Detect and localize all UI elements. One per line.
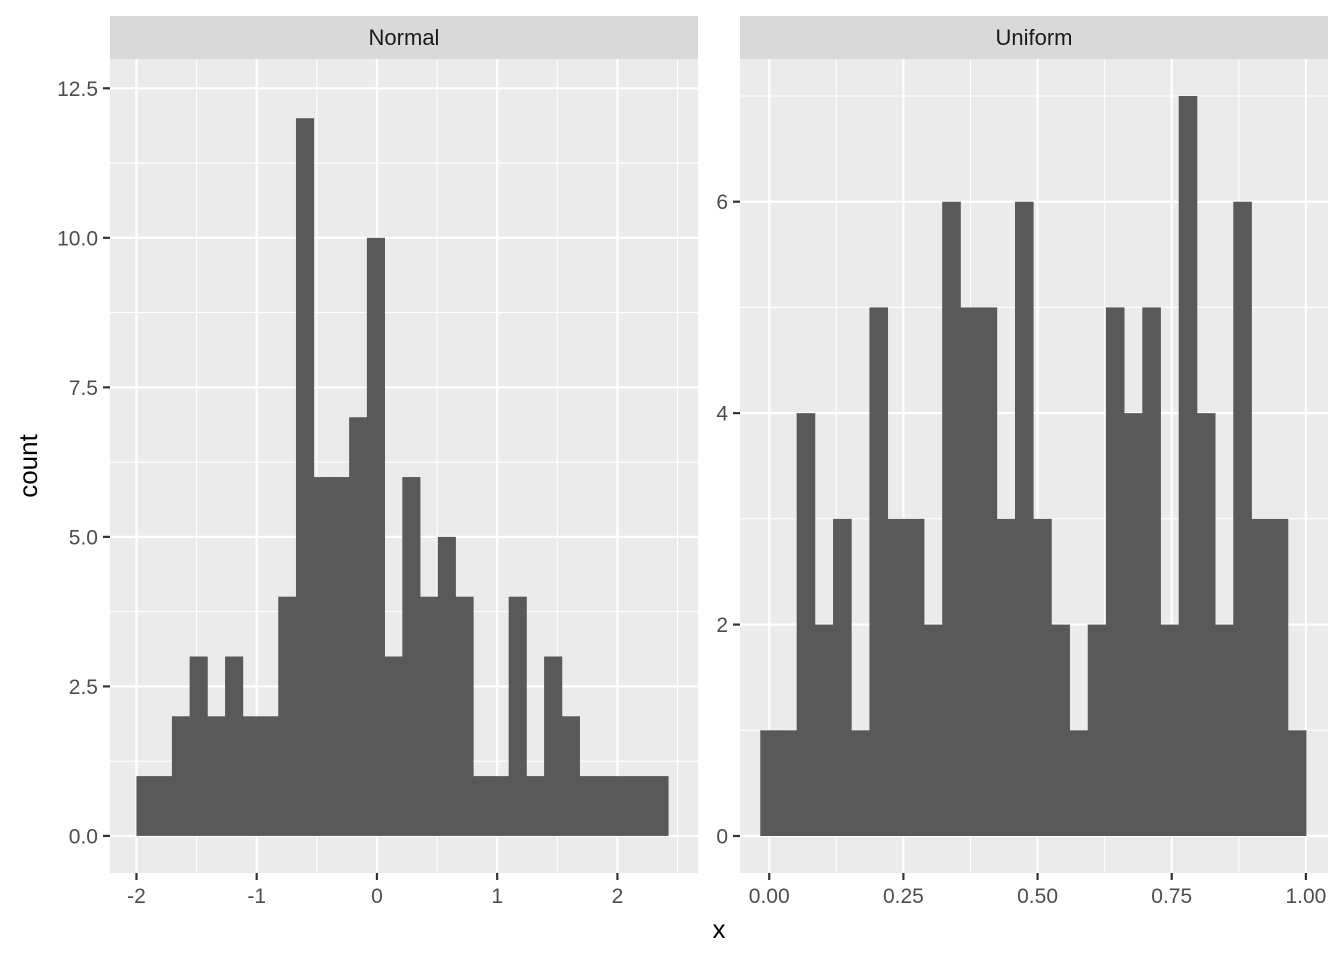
histogram-bar [833, 518, 852, 836]
histogram-bar [1287, 730, 1307, 836]
histogram-bar [1051, 624, 1070, 836]
histogram-bar [366, 237, 385, 836]
histogram-bar [924, 624, 943, 836]
histogram-bar [295, 118, 315, 836]
x-tick-label: 2 [612, 885, 624, 908]
histogram-bar [473, 776, 492, 836]
histogram-bar [260, 716, 279, 836]
histogram-bar [189, 656, 208, 836]
histogram-bar [851, 730, 870, 836]
histogram-bar [313, 477, 332, 836]
histogram-bar [1178, 96, 1198, 836]
histogram-bar [384, 656, 403, 836]
histogram-bar [544, 656, 563, 836]
histogram-bar [420, 596, 439, 836]
histogram-bar [615, 776, 634, 836]
histogram-bar [225, 656, 244, 836]
histogram-bar [437, 536, 456, 836]
histogram-bar [1251, 518, 1271, 836]
facet-panel-uniform: Uniform 0.00 0.25 0.50 0.75 1.00 0 2 4 6 [716, 16, 1328, 908]
y-tick-label: 12.5 [57, 78, 98, 101]
x-tick-label: -2 [127, 885, 146, 908]
facet-strip-label: Normal [369, 25, 440, 50]
y-tick-label: 0 [716, 826, 728, 849]
histogram-bar [1233, 201, 1252, 836]
y-tick-label: 2.5 [69, 676, 98, 699]
histogram-bar [1105, 307, 1125, 836]
histogram-bar [1142, 307, 1161, 836]
x-tick-label: 1 [491, 885, 503, 908]
histogram-bar [402, 477, 421, 836]
facet-strip-label: Uniform [995, 25, 1072, 50]
histogram-bar [349, 417, 368, 836]
facet-strip [110, 16, 698, 59]
y-tick-label: 6 [716, 191, 728, 214]
x-axis-title: x [713, 914, 726, 944]
histogram-bar [814, 624, 834, 836]
histogram-bar [1196, 413, 1216, 836]
histogram-bar [869, 307, 889, 836]
y-tick-label: 10.0 [57, 227, 98, 250]
histogram-bar [1215, 624, 1234, 836]
histogram-bar [526, 776, 545, 836]
x-tick-label: 0.25 [883, 885, 924, 908]
y-tick-label: 7.5 [69, 377, 98, 400]
histogram-bar [171, 716, 191, 836]
histogram-bar [1014, 201, 1034, 836]
x-tick-label: 1.00 [1285, 885, 1326, 908]
histogram-bar [650, 776, 669, 836]
histogram-bars [760, 96, 1307, 836]
histogram-bar [490, 776, 510, 836]
histogram-bar [597, 776, 616, 836]
histogram-bar [942, 201, 961, 836]
histogram-bar [242, 716, 261, 836]
histogram-bar [905, 518, 925, 836]
histogram-bar [1124, 413, 1143, 836]
y-tick-label: 2 [716, 614, 728, 637]
histogram-bar [579, 776, 598, 836]
histogram-bar [154, 776, 173, 836]
histogram-bar [331, 477, 350, 836]
histogram-bar [978, 307, 998, 836]
x-tick-label: 0.75 [1151, 885, 1192, 908]
x-tick-label: 0.50 [1017, 885, 1058, 908]
histogram-bar [1160, 624, 1180, 836]
histogram-bar [760, 730, 779, 836]
y-tick-label: 5.0 [69, 526, 98, 549]
y-tick-label: 4 [716, 403, 728, 426]
histogram-bar [508, 596, 527, 836]
histogram-bar [278, 596, 297, 836]
histogram-bar [1269, 518, 1289, 836]
x-tick-label: 0.00 [749, 885, 790, 908]
histogram-bar [996, 518, 1016, 836]
histogram-bar [632, 776, 651, 836]
histogram-bars [136, 118, 669, 836]
y-axis-title: count [13, 433, 43, 497]
histogram-bar [778, 730, 798, 836]
histogram-bar [960, 307, 979, 836]
histogram-bar [796, 413, 816, 836]
x-tick-label: 0 [371, 885, 383, 908]
histogram-bar [1033, 518, 1052, 836]
histogram-bar [207, 716, 226, 836]
facet-strip [740, 16, 1328, 59]
histogram-bar [561, 716, 580, 836]
y-tick-label: 0.0 [69, 825, 98, 848]
histogram-bar [455, 596, 474, 836]
histogram-bar [887, 518, 907, 836]
histogram-bar [1069, 730, 1089, 836]
facet-panels: Normal -2 -1 0 1 2 0.0 2.5 5.0 7.5 10.0 12.5 Uniform… [57, 16, 1328, 908]
histogram-bar [1087, 624, 1107, 836]
histogram-bar [136, 776, 155, 836]
x-tick-label: -1 [247, 885, 266, 908]
facet-panel-normal: Normal -2 -1 0 1 2 0.0 2.5 5.0 7.5 10.0 12.5 [57, 16, 698, 908]
